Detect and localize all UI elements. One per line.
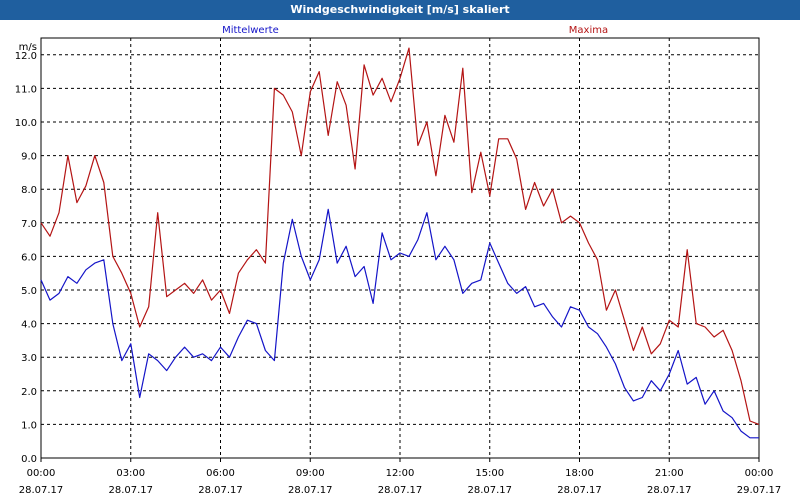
y-tick-label: 10.0 [15,118,37,129]
x-tick-time: 21:00 [655,468,684,479]
x-tick-time: 09:00 [296,468,325,479]
x-tick-date: 28.07.17 [467,485,512,496]
series-line-maxima [40,47,760,425]
y-tick-label: 6.0 [21,252,37,263]
y-tick-label: 12.0 [15,51,37,62]
y-tick-label: 11.0 [15,84,37,95]
x-tick-date: 28.07.17 [108,485,153,496]
chart-canvas: 0.0 1.0 2.0 3.0 4.0 5.0 6.0 7.0 8.0 9.0 10.0 11.0 12… [15,25,782,496]
x-tick-date: 28.07.17 [19,485,64,496]
y-tick-label: 0.0 [21,454,37,465]
y-tick-label: 9.0 [21,152,37,163]
x-tick-time: 15:00 [475,468,504,479]
x-tick-date: 28.07.17 [198,485,243,496]
y-tick-label: 8.0 [21,185,37,196]
y-tick-label: 2.0 [21,387,37,398]
x-tick-date: 28.07.17 [647,485,692,496]
x-tick-time: 18:00 [565,468,594,479]
plot-frame [40,37,760,459]
x-tick-date: 28.07.17 [557,485,602,496]
y-tick-label: 5.0 [21,286,37,297]
x-tick-date: 28.07.17 [288,485,333,496]
x-tick-time: 12:00 [386,468,415,479]
series-label-maxima: Maxima [569,25,608,36]
x-tick-time: 06:00 [206,468,235,479]
x-tick-date: 29.07.17 [737,485,782,496]
y-tick-label: 4.0 [21,320,37,331]
series-line-mittelwerte [40,208,759,439]
window-title: Windgeschwindigkeit [m/s] skaliert [0,0,800,20]
x-tick-time: 00:00 [27,468,56,479]
y-tick-label: 3.0 [21,353,37,364]
y-tick-label: 1.0 [21,420,37,431]
y-tick-label: 7.0 [21,219,37,230]
x-tick-time: 00:00 [745,468,774,479]
x-tick-time: 03:00 [116,468,145,479]
y-axis-unit: m/s [19,42,37,53]
x-tick-date: 28.07.17 [378,485,423,496]
series-label-mittelwerte: Mittelwerte [222,25,279,36]
